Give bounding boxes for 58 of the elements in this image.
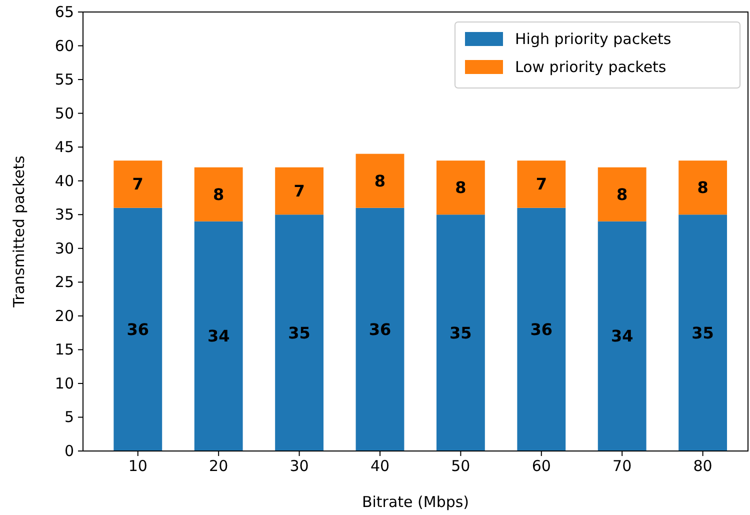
- bar: [356, 154, 404, 208]
- x-axis-title: Bitrate (Mbps): [362, 493, 470, 511]
- y-tick-label: 45: [54, 138, 74, 156]
- data-label: 34: [610, 326, 634, 346]
- y-tick-label: 50: [54, 104, 74, 122]
- bar: [114, 160, 162, 208]
- bar: [517, 160, 566, 208]
- y-tick-label: 10: [54, 374, 74, 392]
- bar: [598, 167, 646, 222]
- data-label: 34: [207, 326, 230, 346]
- data-label: 35: [450, 323, 472, 342]
- y-axis-title: Transmitted packets: [10, 155, 28, 308]
- y-tick-label: 40: [54, 172, 74, 190]
- bar: [114, 208, 162, 451]
- data-label: 36: [368, 320, 392, 339]
- bar: [436, 160, 485, 215]
- y-tick-label: 65: [54, 3, 74, 21]
- bar: [598, 221, 646, 451]
- y-tick-label: 55: [54, 70, 74, 89]
- y-tick-label: 60: [54, 36, 74, 55]
- legend-label: High priority packets: [515, 30, 672, 48]
- data-label: 35: [288, 323, 310, 342]
- bar: [517, 208, 566, 451]
- x-tick-label: 70: [612, 457, 632, 475]
- data-label: 7: [536, 174, 547, 194]
- bar: [678, 160, 728, 215]
- x-tick-label: 30: [290, 457, 309, 475]
- x-tick-label: 80: [693, 457, 712, 475]
- bar: [436, 214, 485, 451]
- data-label: 8: [374, 171, 386, 190]
- y-tick-label: 15: [54, 340, 74, 359]
- legend-label: Low priority packets: [515, 58, 666, 76]
- data-label: 8: [697, 178, 708, 198]
- y-tick-label: 25: [54, 273, 74, 292]
- y-tick-label: 20: [54, 306, 74, 325]
- bar: [194, 167, 243, 222]
- y-tick-label: 35: [54, 206, 74, 224]
- data-label: 7: [132, 174, 144, 194]
- y-tick-label: 30: [54, 239, 74, 258]
- x-tick-label: 40: [370, 457, 390, 475]
- y-tick-label: 0: [64, 442, 74, 460]
- data-label: 8: [616, 184, 628, 204]
- x-tick-label: 50: [451, 457, 470, 475]
- bar: [275, 167, 324, 215]
- bar: [194, 221, 243, 451]
- data-label: 8: [455, 178, 466, 198]
- x-tick-label: 10: [128, 457, 148, 475]
- data-label: 8: [213, 184, 224, 204]
- x-tick-label: 60: [532, 457, 551, 475]
- x-tick-label: 20: [209, 457, 228, 475]
- bar: [678, 214, 728, 451]
- data-label: 35: [692, 323, 714, 342]
- data-label: 36: [126, 320, 150, 339]
- bar: [356, 208, 404, 451]
- bar: [275, 214, 324, 451]
- y-tick-label: 5: [64, 408, 74, 426]
- data-label: 7: [294, 181, 305, 200]
- data-label: 36: [530, 320, 553, 339]
